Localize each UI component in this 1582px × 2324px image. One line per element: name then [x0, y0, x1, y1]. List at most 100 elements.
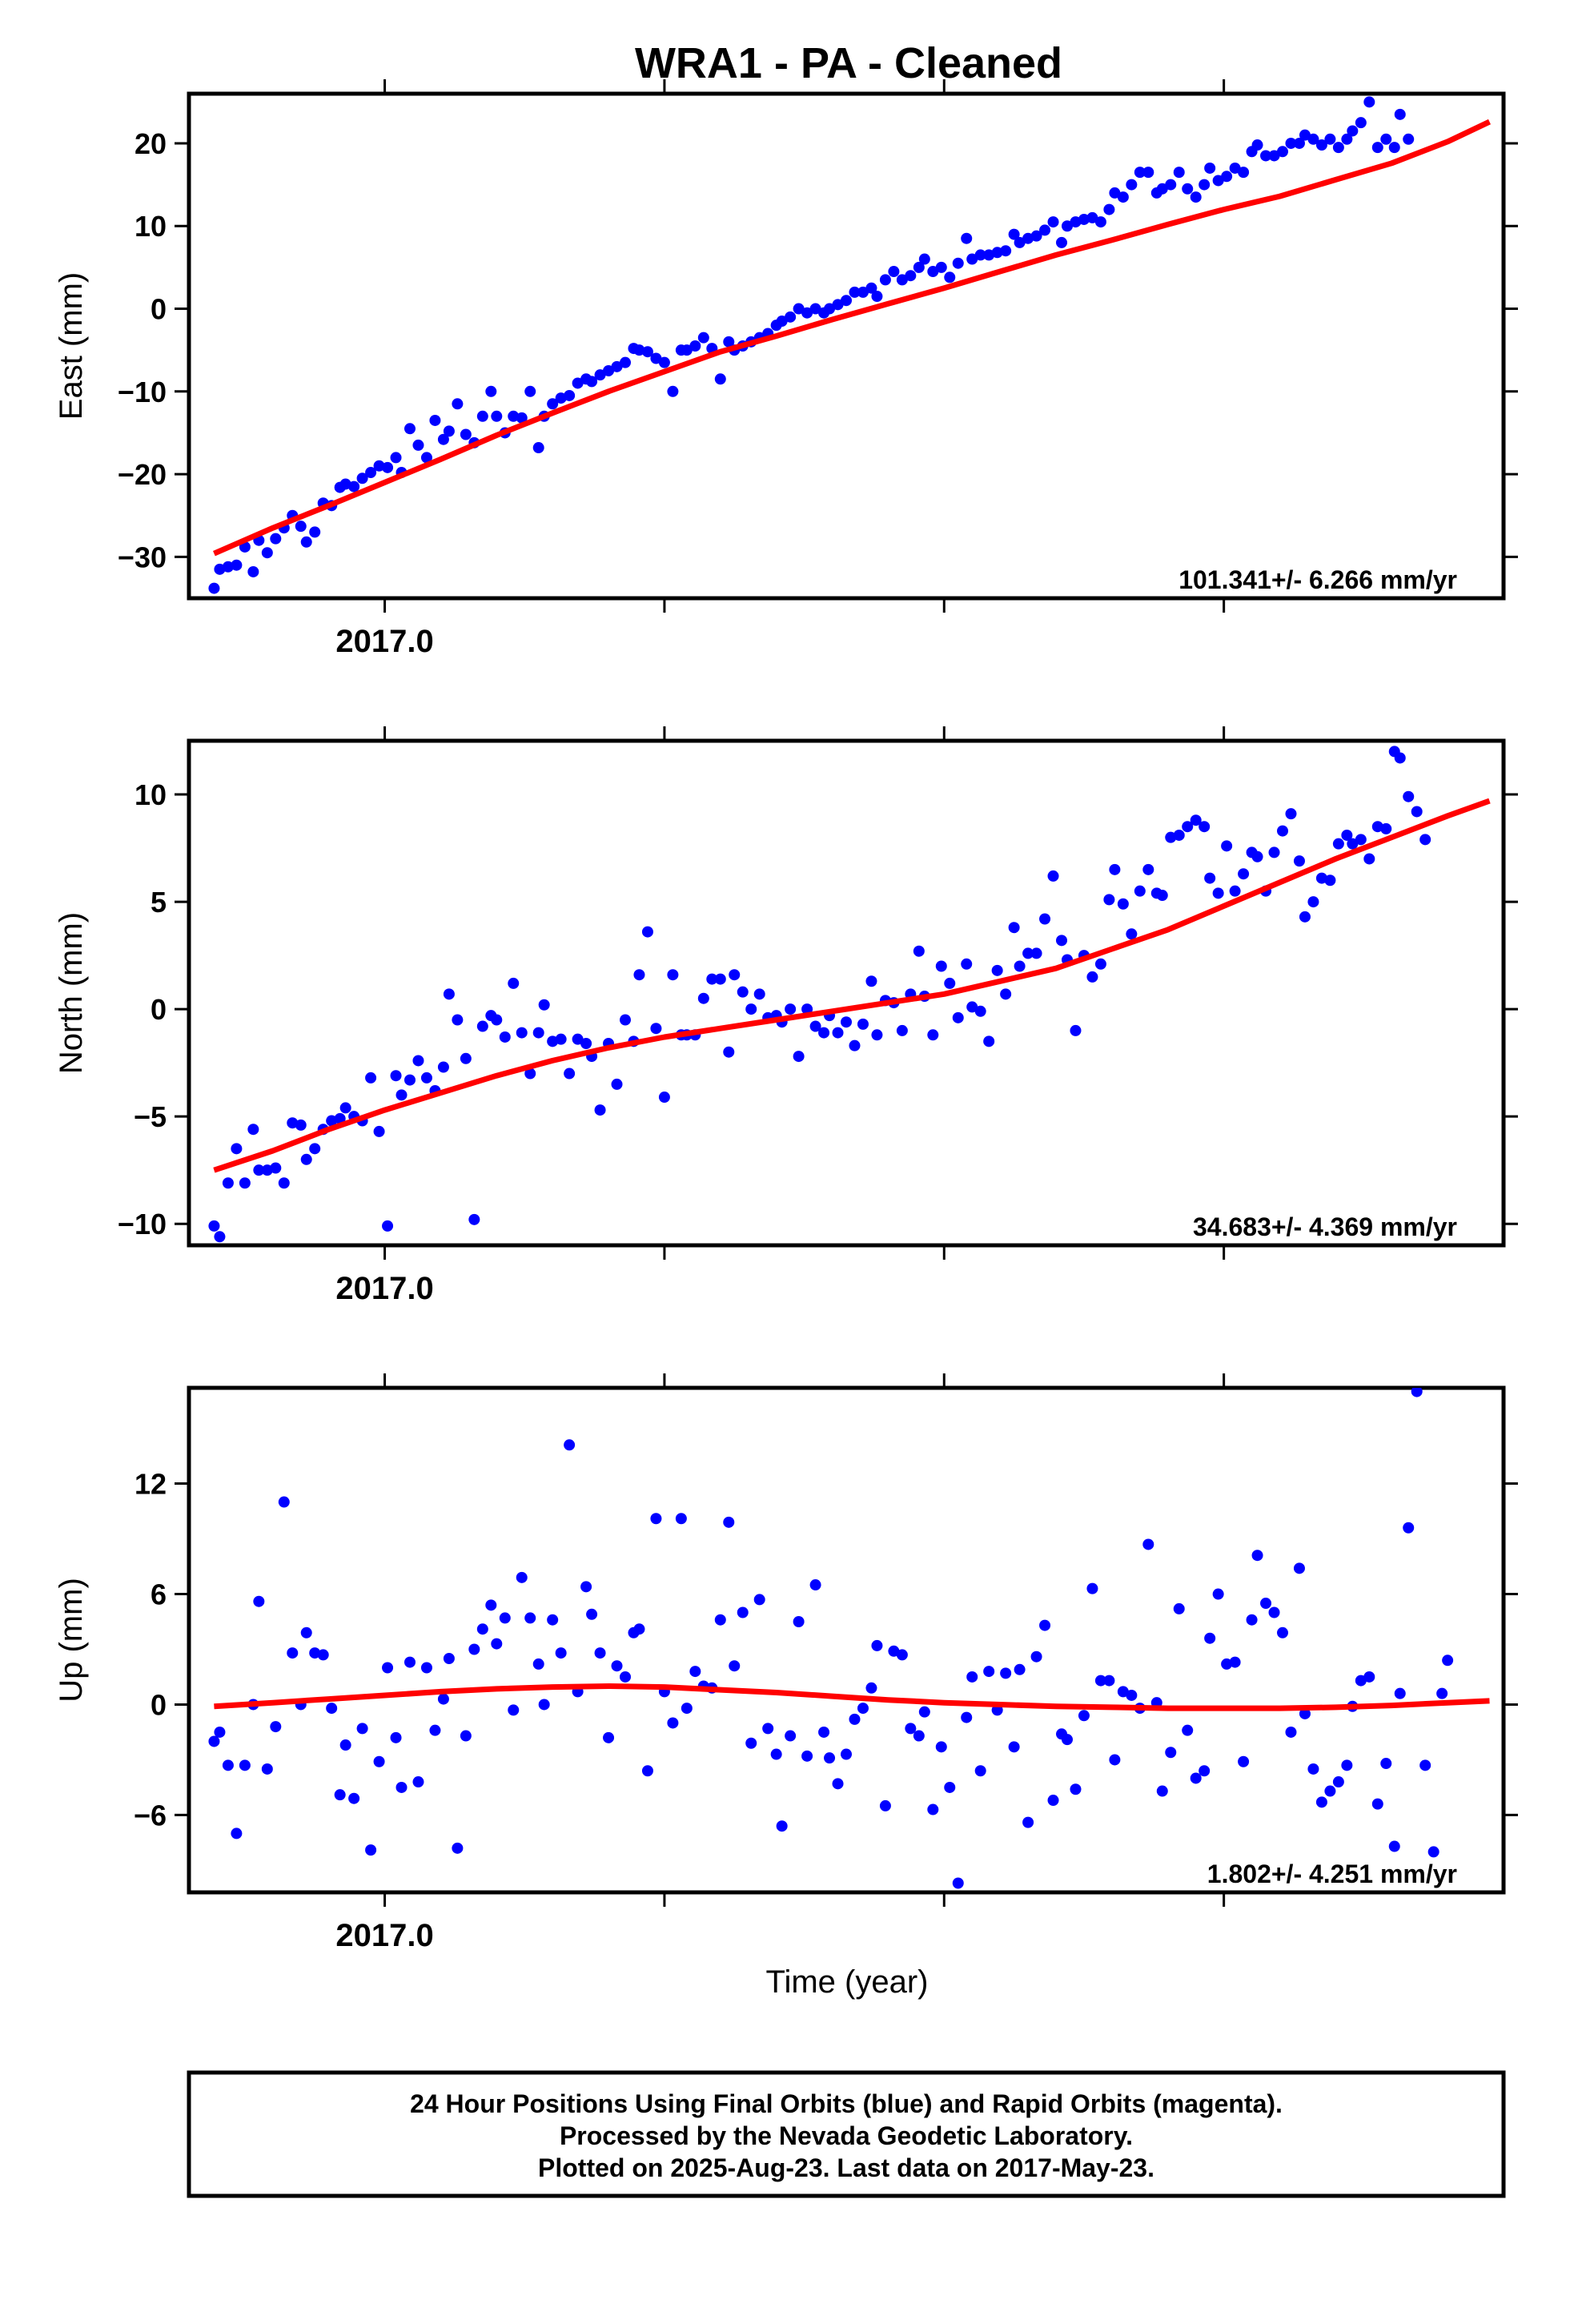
- east-data-point: [681, 344, 693, 356]
- north-data-point: [991, 964, 1003, 976]
- north-data-point: [1332, 838, 1344, 850]
- up-data-point: [918, 1706, 930, 1718]
- north-plot-frame: [187, 738, 1506, 1248]
- east-data-point: [1436, 0, 1447, 6]
- north-data-point: [437, 1061, 449, 1073]
- north-data-point: [1056, 935, 1068, 947]
- east-data-point: [1468, 0, 1479, 6]
- east-data-point: [404, 423, 416, 435]
- north-data-point: [443, 988, 455, 1000]
- north-data-point: [1285, 808, 1297, 820]
- east-data-point: [452, 398, 464, 410]
- east-data-point: [1419, 0, 1431, 6]
- up-data-point: [437, 1693, 449, 1705]
- up-data-point: [1103, 1675, 1115, 1687]
- north-data-point: [373, 1125, 385, 1137]
- up-data-point: [896, 1649, 908, 1661]
- up-data-point: [913, 1730, 925, 1742]
- up-data-point: [1070, 1783, 1082, 1795]
- north-data-point: [1428, 0, 1439, 6]
- east-data-point: [412, 439, 424, 451]
- up-data-point: [927, 1803, 939, 1815]
- east-data-point: [476, 410, 488, 422]
- up-data-point: [1451, 0, 1462, 6]
- north-data-point: [865, 975, 877, 987]
- east-data-point: [443, 425, 455, 437]
- up-data-point: [317, 1649, 329, 1661]
- up-data-point: [762, 1723, 774, 1735]
- north-data-point: [966, 1001, 978, 1013]
- north-data-point: [633, 969, 645, 981]
- up-data-point: [420, 1662, 432, 1674]
- east-data-point: [832, 299, 844, 311]
- up-data-point: [1436, 1687, 1448, 1699]
- north-data-point: [295, 1119, 307, 1131]
- north-data-point: [555, 1033, 567, 1045]
- up-data-point: [538, 1699, 550, 1711]
- north-data-point: [697, 992, 709, 1004]
- north-data-point: [737, 986, 749, 998]
- up-data-point: [1332, 1776, 1344, 1788]
- east-data-point: [247, 565, 259, 577]
- north-data-point: [706, 973, 718, 985]
- up-y-tick-label: 12: [135, 1468, 167, 1501]
- up-data-point: [1293, 1562, 1305, 1574]
- east-data-point: [658, 356, 670, 368]
- east-data-point: [1229, 162, 1241, 174]
- east-data-point: [1394, 108, 1406, 120]
- up-data-point: [278, 1496, 290, 1508]
- up-data-point: [776, 1820, 788, 1832]
- north-data-point: [278, 1177, 290, 1189]
- east-data-point: [633, 344, 645, 356]
- east-data-point: [1117, 191, 1129, 203]
- up-data-point: [1285, 1726, 1297, 1738]
- east-data-point: [1221, 171, 1233, 183]
- up-data-point: [1442, 1655, 1454, 1667]
- east-data-point: [516, 412, 528, 424]
- east-data-point: [1212, 175, 1224, 187]
- north-data-point: [1355, 834, 1367, 846]
- north-data-point: [927, 1029, 939, 1041]
- up-data-point: [499, 1612, 511, 1624]
- east-data-point: [1156, 183, 1168, 195]
- north-data-point: [564, 1068, 576, 1080]
- east-data-point: [1442, 0, 1453, 6]
- up-data-point: [681, 1703, 693, 1715]
- north-data-point: [1411, 806, 1423, 818]
- up-data-point: [1156, 1785, 1168, 1797]
- north-data-point: [1165, 831, 1177, 843]
- north-panel: −10 −5 0 5 10 2017.0 North (mm) 34.683+/- 4.369…: [54, 0, 1518, 1306]
- up-data-point: [879, 1799, 891, 1811]
- up-data-point: [586, 1608, 598, 1620]
- east-y-tick-label: −30: [118, 541, 167, 573]
- east-data-point: [896, 274, 908, 286]
- east-data-point: [356, 472, 368, 485]
- east-data-point: [1315, 139, 1327, 151]
- east-data-point: [1000, 245, 1012, 257]
- north-data-point: [1182, 821, 1194, 833]
- north-data-point: [871, 1029, 883, 1041]
- east-panel: −30 −20 −10 0 10 20 2017.0 East (mm) 101.341+/- …: [54, 0, 1518, 659]
- east-data-point: [918, 253, 930, 265]
- up-data-point: [443, 1652, 455, 1664]
- north-data-point: [382, 1220, 394, 1232]
- up-data-point: [429, 1724, 441, 1736]
- up-data-point: [737, 1606, 749, 1618]
- north-data-point: [1142, 863, 1154, 875]
- north-data-point: [745, 1003, 757, 1015]
- up-data-point: [841, 1748, 852, 1760]
- up-data-point: [641, 1765, 653, 1777]
- east-data-point: [650, 352, 662, 364]
- up-data-point: [675, 1513, 687, 1525]
- up-data-point: [253, 1595, 265, 1607]
- east-data-point: [1078, 213, 1090, 225]
- north-data-point: [1086, 971, 1098, 983]
- north-data-point: [1156, 890, 1168, 902]
- up-data-point: [239, 1759, 251, 1771]
- east-data-point: [1285, 137, 1297, 149]
- north-data-point: [667, 969, 679, 981]
- north-data-point: [261, 1164, 273, 1176]
- east-y-tick-label: 0: [151, 293, 167, 326]
- north-data-point: [983, 1035, 995, 1047]
- east-data-point: [1094, 216, 1106, 228]
